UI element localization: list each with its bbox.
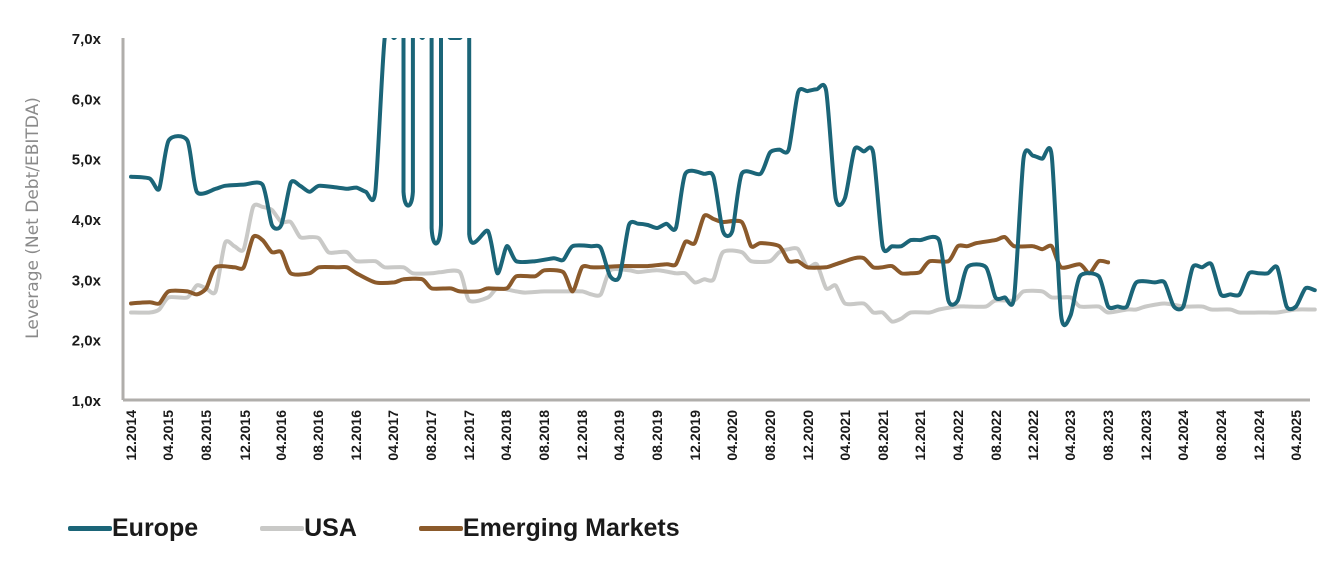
x-tick-label: 12.2016	[348, 410, 364, 461]
x-tick-label: 08.2023	[1100, 410, 1116, 461]
x-tick-label: 08.2018	[536, 410, 552, 461]
x-tick-label: 04.2022	[950, 410, 966, 461]
x-tick-label: 12.2015	[237, 410, 253, 461]
legend-swatch-usa	[260, 526, 305, 531]
legend-label-europe: Europe	[112, 514, 199, 542]
legend-swatch-emerging-markets	[418, 526, 463, 531]
x-tick-label: 12.2022	[1025, 410, 1041, 461]
series-line-emerging-markets	[129, 213, 1111, 306]
x-tick-label: 08.2022	[988, 410, 1004, 461]
x-tick-label: 04.2020	[724, 410, 740, 461]
y-tick-label: 1,0x	[72, 393, 102, 410]
legend-item-emerging-markets: Emerging Markets	[418, 514, 680, 543]
x-tick-label: 04.2016	[273, 410, 289, 461]
legend-label-usa: USA	[304, 514, 357, 542]
axes	[121, 38, 1310, 402]
y-tick-label: 6,0x	[72, 91, 102, 108]
x-tick-label: 08.2024	[1213, 410, 1229, 461]
x-tick-label: 12.2018	[574, 410, 590, 461]
x-tick-label: 08.2021	[875, 410, 891, 461]
x-tick-label: 08.2020	[762, 410, 778, 461]
x-tick-label: 12.2019	[687, 410, 703, 461]
x-tick-label: 08.2016	[310, 410, 326, 461]
legend-item-europe: Europe	[68, 514, 198, 543]
x-tick-label: 04.2021	[837, 410, 853, 461]
x-tick-label: 04.2017	[385, 410, 401, 461]
y-axis-label: Leverage (Net Debt/EBITDA)	[23, 97, 43, 339]
legend-label-emerging-markets: Emerging Markets	[462, 514, 680, 542]
series-line-usa	[129, 202, 1317, 324]
y-tick-label: 2,0x	[72, 333, 102, 350]
x-axis-ticks: 12.2014 04.2015 08.2015 12.2015 04.2016 08.20…	[123, 410, 1304, 461]
legend: Europe USA Emerging Markets	[68, 514, 742, 543]
x-tick-label: 12.2023	[1138, 410, 1154, 461]
y-tick-label: 3,0x	[72, 272, 102, 289]
x-tick-label: 12.2024	[1251, 410, 1267, 461]
x-tick-label: 08.2017	[423, 410, 439, 461]
y-tick-label: 4,0x	[72, 212, 102, 229]
y-tick-label: 7,0x	[72, 31, 102, 48]
x-tick-label: 08.2019	[649, 410, 665, 461]
y-axis-ticks: 7,0x 6,0x 5,0x 4,0x 3,0x 2,0x 1,0x	[72, 31, 102, 410]
leverage-line-chart: 7,0x 6,0x 5,0x 4,0x 3,0x 2,0x 1,0x Leverage (N…	[23, 31, 1317, 461]
x-tick-label: 12.2020	[800, 410, 816, 461]
legend-swatch-europe	[68, 526, 112, 531]
x-tick-label: 04.2024	[1175, 410, 1191, 461]
x-tick-label: 12.2017	[461, 410, 477, 461]
legend-item-usa: USA	[260, 514, 357, 543]
x-tick-label: 12.2021	[912, 410, 928, 461]
x-tick-label: 04.2018	[498, 410, 514, 461]
x-tick-label: 08.2015	[198, 410, 214, 461]
x-tick-label: 04.2023	[1062, 410, 1078, 461]
plot-series	[129, 38, 1317, 328]
x-tick-label: 04.2019	[611, 410, 627, 461]
series-line-europe	[129, 38, 1317, 328]
y-tick-label: 5,0x	[72, 152, 102, 169]
x-tick-label: 12.2014	[123, 410, 139, 461]
x-tick-label: 04.2015	[160, 410, 176, 461]
x-tick-label: 04.2025	[1288, 410, 1304, 461]
